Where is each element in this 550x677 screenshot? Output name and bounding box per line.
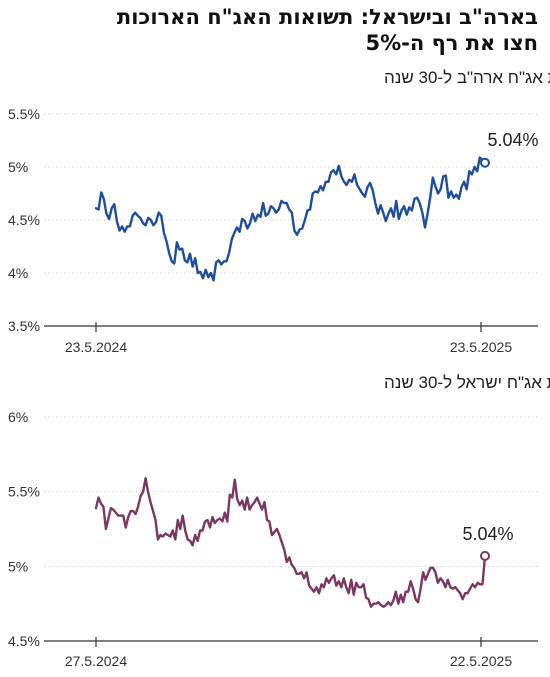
chart-2-xtick-label: 27.5.2024 xyxy=(65,653,127,669)
chart-1-xtick-label: 23.5.2025 xyxy=(450,339,512,355)
chart-2-xtick-label: 22.5.2025 xyxy=(450,653,512,669)
chart-1-xtick-label: 23.5.2024 xyxy=(65,339,127,355)
chart-2-ytick-label: 4.5% xyxy=(8,633,40,649)
chart-1-ytick-label: 3.5% xyxy=(8,318,40,334)
chart-2-end-marker xyxy=(480,550,490,561)
chart-1-ytick-label: 5.5% xyxy=(8,106,40,122)
chart-1-ytick-label: 4.5% xyxy=(8,212,40,228)
chart-2-end-label: 5.04% xyxy=(462,524,513,544)
chart-2-title: תשואות אג"ח ישראל ל-30 שנה xyxy=(384,373,550,392)
headline-line-2: חצו את רף ה-5% xyxy=(365,31,538,55)
headline-line-1: בארה"ב ובישראל: תשואות האג"ח הארוכות xyxy=(116,5,538,29)
chart-1-ytick-label: 4% xyxy=(8,265,28,281)
chart-1-end-label: 5.04% xyxy=(487,130,538,150)
chart-1-ytick-label: 5% xyxy=(8,159,28,175)
headline: בארה"ב ובישראל: תשואות האג"ח הארוכות חצו… xyxy=(8,4,538,56)
chart-2-ytick-label: 5.5% xyxy=(8,484,40,500)
chart-1-title: תשואות אג"ח ארה"ב ל-30 שנה xyxy=(384,68,550,87)
chart-2-ytick-label: 5% xyxy=(8,558,28,574)
chart-2-series-line xyxy=(94,477,487,608)
chart-2-ytick-label: 6% xyxy=(8,409,28,425)
chart-1-series-line xyxy=(94,156,487,282)
chart-1-end-marker xyxy=(480,157,490,168)
